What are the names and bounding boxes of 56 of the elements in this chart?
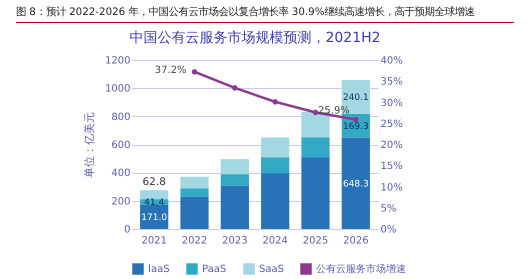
y-tick-label: 200 [111, 196, 130, 208]
y-tick-label: 600 [111, 140, 130, 151]
bar [180, 176, 209, 188]
bar [140, 190, 168, 200]
y2-tick-label: 40% [380, 56, 403, 66]
bar [180, 196, 209, 229]
y-tick-label: 400 [111, 168, 130, 180]
x-tick-label: 2022 [182, 236, 208, 246]
legend-label: SaaS [259, 264, 284, 275]
y2-tick-label: 20% [380, 140, 403, 151]
y-tick-label: 1000 [105, 84, 130, 95]
caption: 图 8：预计 2022-2026 年，中国公有云市场会以复合增长率 30.9%继续高速增长，高于预期全球增速 [16, 5, 476, 19]
data-label: 25.9% [318, 106, 350, 117]
y2-tick-label: 5% [380, 203, 396, 214]
y2-tick-label: 10% [380, 182, 403, 194]
legend-label: IaaS [148, 264, 170, 275]
point [353, 116, 359, 122]
y-axis-title: 单位：亿美元 [83, 112, 96, 178]
point [272, 99, 278, 105]
y-tick-label: 800 [111, 112, 130, 123]
data-label: 62.8 [142, 176, 166, 188]
y-tick-label: 0 [124, 224, 130, 236]
data-label: 240.1 [342, 92, 369, 103]
data-label: 648.3 [342, 179, 369, 190]
data-label: 37.2% [154, 64, 187, 76]
point [312, 110, 318, 116]
x-tick-label: 2023 [222, 236, 248, 246]
x-tick-label: 2026 [343, 236, 369, 246]
data-label: 41.4 [144, 198, 164, 208]
y-tick-label: 1200 [105, 56, 130, 66]
bar [180, 188, 209, 197]
data-label: 171.0 [141, 212, 168, 223]
bar [301, 137, 330, 158]
bar [342, 138, 370, 229]
x-tick-label: 2024 [262, 236, 288, 246]
bar [261, 137, 290, 158]
bar [261, 173, 290, 229]
bar [301, 157, 330, 229]
legend-label: 公有云服务市场增速 [316, 263, 406, 275]
point [192, 69, 198, 75]
x-tick-label: 2025 [302, 236, 328, 246]
bar [140, 204, 168, 229]
bar [261, 157, 290, 174]
y2-tick-label: 30% [380, 98, 403, 109]
y2-tick-label: 35% [380, 76, 403, 88]
bar [220, 174, 249, 186]
data-label: 169.3 [342, 122, 369, 132]
point [232, 85, 238, 91]
x-tick-label: 2021 [141, 236, 167, 246]
y2-tick-label: 15% [380, 161, 403, 172]
y2-tick-label: 25% [380, 118, 403, 130]
bar [220, 186, 249, 229]
bar [220, 159, 249, 174]
legend-label: PaaS [202, 264, 226, 275]
chart-title: 中国公有云服务市场规模预测，2021H2 [129, 30, 381, 46]
y2-tick-label: 0% [380, 224, 396, 236]
